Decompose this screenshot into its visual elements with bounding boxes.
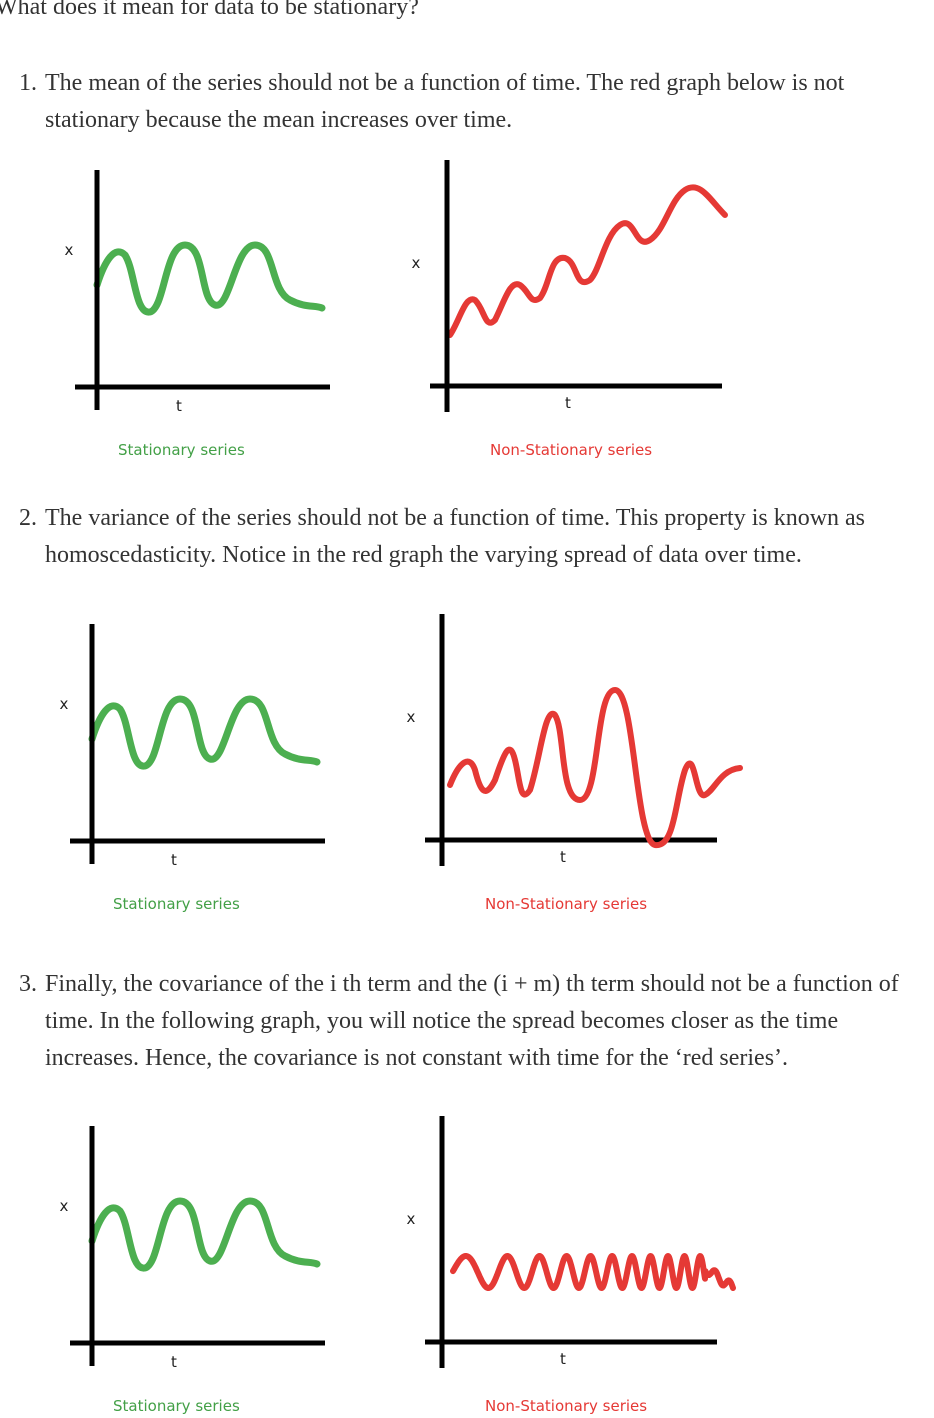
caption: Stationary series	[113, 895, 240, 913]
figure-non-stationary: x t Non-Stationary series	[407, 614, 717, 913]
caption: Non-Stationary series	[485, 1397, 647, 1415]
y-axis-label: x	[412, 254, 421, 272]
x-axis-label: t	[176, 397, 182, 415]
item-text: Finally, the covariance of the i th term…	[45, 971, 899, 1071]
x-axis-label: t	[560, 848, 566, 866]
red-series	[450, 1253, 736, 1291]
red-series	[447, 687, 743, 848]
x-axis-label: t	[560, 1350, 566, 1368]
figure-non-stationary: x t Non-Stationary series	[412, 160, 728, 459]
caption: Non-Stationary series	[490, 441, 652, 459]
figure-stationary: x t Stationary series	[60, 1126, 325, 1415]
paragraph: 3. Finally, the covariance of the i th te…	[0, 966, 934, 1077]
figure-stationary: x t Stationary series	[60, 624, 325, 913]
item-text: The variance of the series should not be…	[45, 505, 866, 568]
green-series	[88, 695, 321, 770]
item-number: 1.	[19, 70, 37, 96]
red-series	[447, 184, 728, 338]
figure-stationary: x t Stationary series	[65, 170, 330, 459]
green-series	[88, 1197, 321, 1272]
item-number: 3.	[19, 971, 37, 997]
caption: Non-Stationary series	[485, 895, 647, 913]
y-axis-label: x	[407, 1210, 416, 1228]
item-text: The mean of the series should not be a f…	[45, 70, 845, 133]
y-axis-label: x	[60, 695, 69, 713]
green-series	[93, 241, 326, 316]
y-axis-label: x	[60, 1197, 69, 1215]
heading: What does it mean for data to be station…	[0, 0, 419, 20]
item-number: 2.	[19, 505, 37, 531]
x-axis-label: t	[171, 851, 177, 869]
y-axis-label: x	[65, 241, 74, 259]
caption: Stationary series	[118, 441, 245, 459]
x-axis-label: t	[171, 1353, 177, 1371]
x-axis-label: t	[565, 394, 571, 412]
paragraph: 2. The variance of the series should not …	[0, 500, 934, 574]
caption: Stationary series	[113, 1397, 240, 1415]
y-axis-label: x	[407, 708, 416, 726]
figure-non-stationary: x t Non-Stationary series	[407, 1116, 717, 1415]
paragraph: 1. The mean of the series should not be a…	[0, 65, 934, 139]
